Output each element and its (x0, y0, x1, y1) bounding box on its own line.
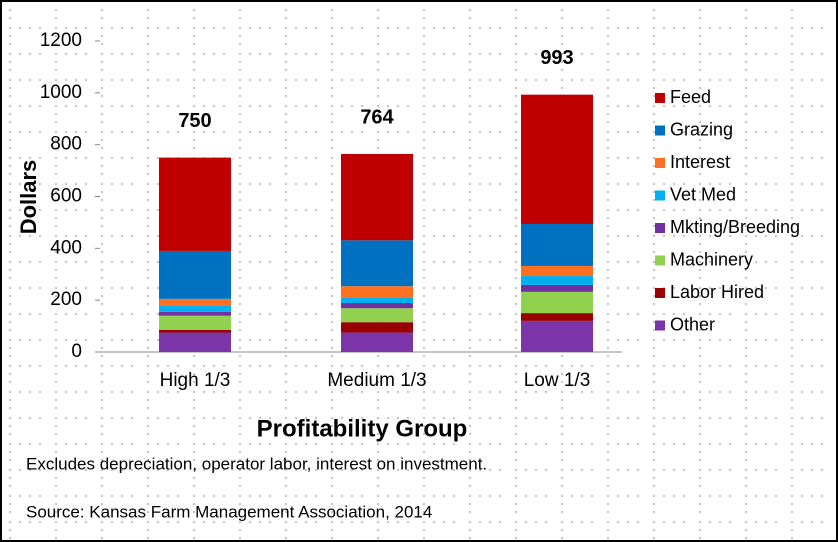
y-tick-label: 200 (50, 289, 82, 310)
legend-swatch (655, 190, 665, 201)
y-tick-label: 600 (50, 186, 82, 207)
bar-segment (521, 291, 593, 314)
legend-label: Feed (670, 87, 711, 107)
bar-segment (159, 329, 231, 333)
bar-segment (159, 298, 231, 306)
bar-segment (341, 286, 413, 298)
x-tick-label: Medium 1/3 (327, 370, 426, 391)
bar-segment (159, 315, 231, 330)
total-label: 750 (178, 110, 211, 132)
legend-label: Vet Med (670, 184, 736, 204)
legend-label: Grazing (670, 119, 733, 139)
legend-swatch (655, 223, 665, 233)
legend-label: Labor Hired (670, 282, 764, 302)
bar-segment (159, 332, 231, 352)
y-tick-label: 0 (71, 341, 82, 362)
total-label: 764 (360, 106, 394, 128)
legend-swatch (655, 158, 665, 168)
y-tick-label: 1200 (40, 30, 82, 51)
y-axis-title: Dollars (16, 160, 41, 235)
legend-label: Machinery (670, 249, 753, 269)
legend-label: Mkting/Breeding (670, 217, 800, 237)
bar-segment (521, 313, 593, 321)
bar-segment (521, 94, 593, 224)
legend-swatch (655, 320, 665, 331)
legend-swatch (655, 288, 665, 298)
legend-swatch (655, 125, 665, 136)
bar-segment (521, 265, 593, 277)
bar-segment (341, 153, 413, 241)
note: Source: Kansas Farm Management Associati… (26, 502, 432, 521)
y-tick-label: 800 (50, 134, 82, 155)
x-tick-label: High 1/3 (160, 370, 231, 391)
y-tick-label: 400 (50, 237, 82, 258)
bar-segment (341, 240, 413, 287)
bar-segment (521, 276, 593, 285)
bar-segment (159, 305, 231, 312)
bar-segment (341, 322, 413, 333)
x-tick-label: Low 1/3 (524, 370, 591, 391)
legend-swatch (655, 93, 665, 103)
total-label: 993 (540, 47, 573, 69)
legend-label: Interest (670, 152, 730, 172)
bar-segment (159, 250, 231, 299)
legend-label: Other (670, 314, 715, 334)
bar-segment (521, 223, 593, 266)
bar-segment (521, 320, 593, 352)
bar-segment (521, 284, 593, 292)
x-axis-title: Profitability Group (257, 415, 468, 442)
bar-segment (341, 332, 413, 352)
bar-segment (341, 297, 413, 304)
legend-swatch (655, 255, 665, 266)
bar-segment (341, 303, 413, 309)
bar-segment (159, 157, 231, 251)
note: Excludes depreciation, operator labor, i… (26, 454, 487, 473)
y-tick-label: 1000 (40, 82, 82, 103)
bar-segment (159, 311, 231, 316)
bar-segment (341, 308, 413, 323)
background-dots (3, 3, 835, 539)
